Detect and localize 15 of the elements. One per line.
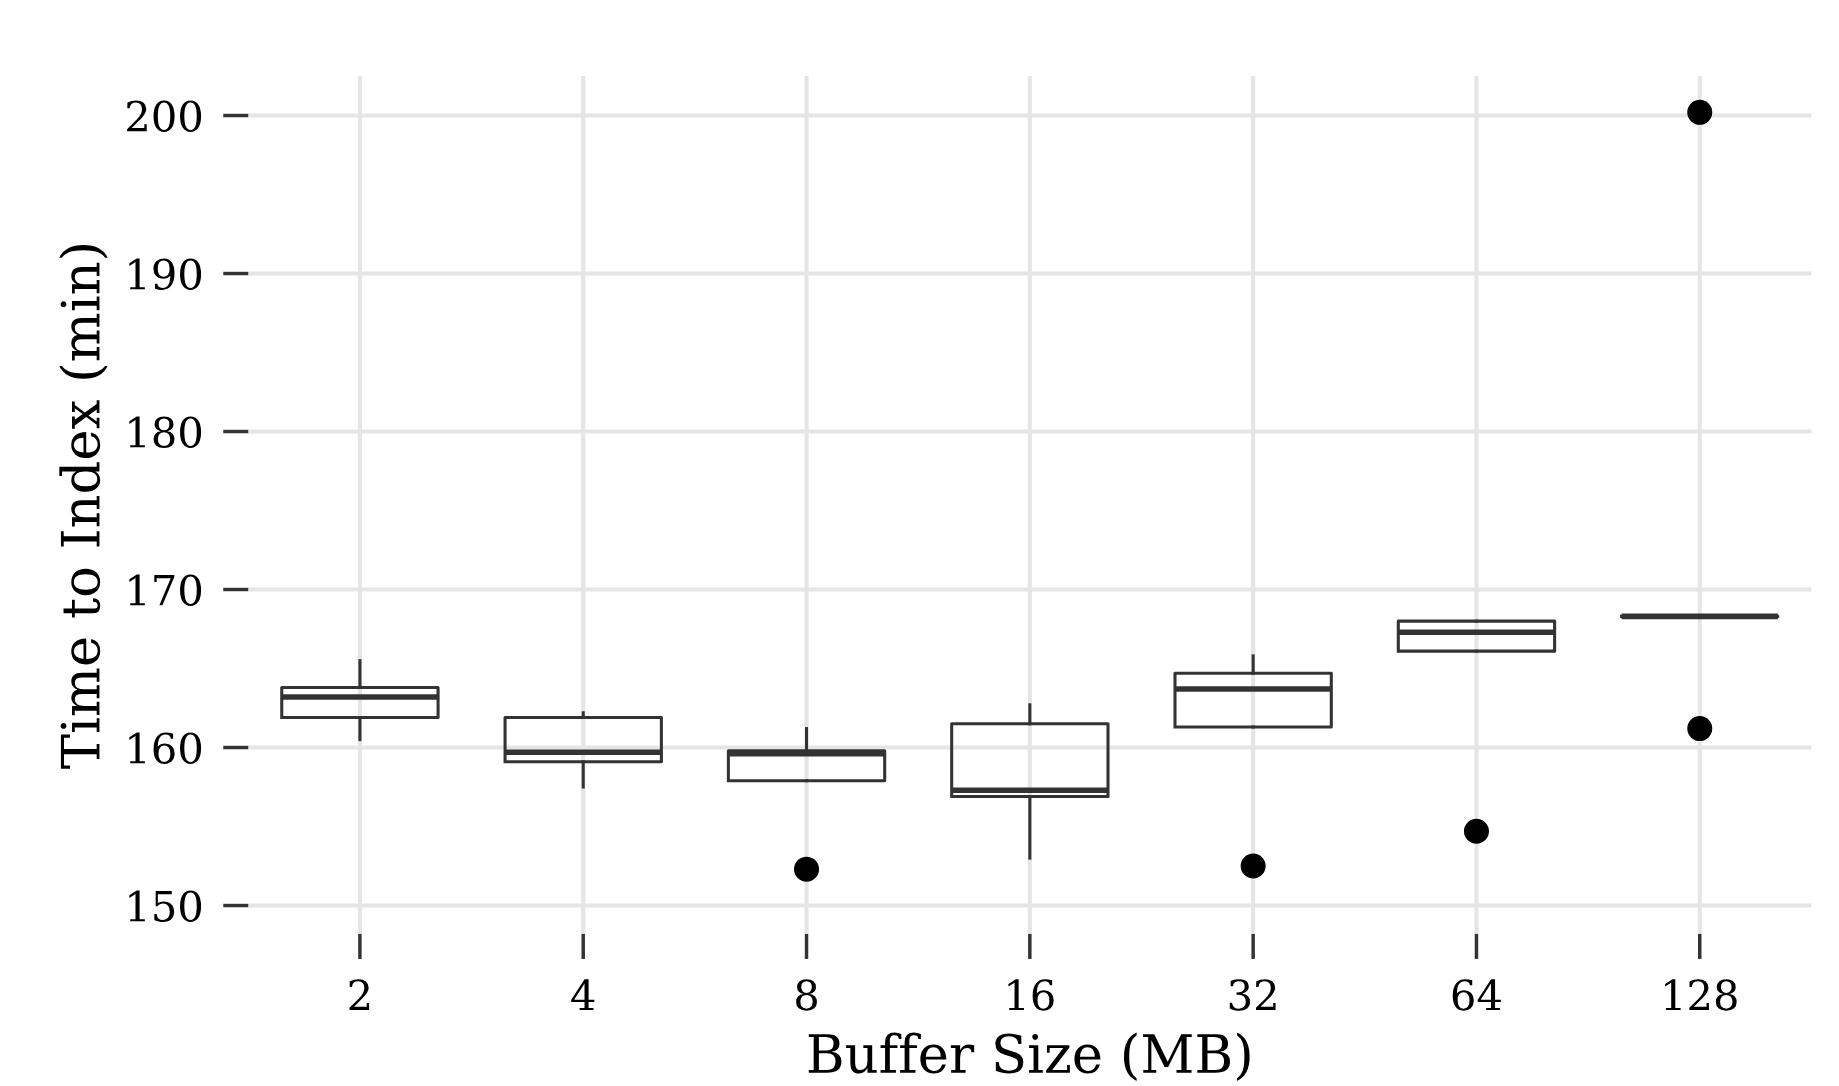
x-tick-label: 8 xyxy=(796,979,817,1011)
x-tick-label: 128 xyxy=(1665,979,1737,1011)
x-tick-label: 4 xyxy=(571,979,595,1011)
x-axis-title: Buffer Size (MB) xyxy=(808,1032,1250,1081)
y-tick-label: 150 xyxy=(129,890,202,922)
y-tick-label: 180 xyxy=(129,416,202,448)
y-tick-label: 160 xyxy=(129,732,202,764)
y-tick-label: 190 xyxy=(129,258,202,290)
x-tick-label: 64 xyxy=(1452,979,1501,1011)
x-tick-label: 16 xyxy=(1008,979,1054,1011)
y-tick-label: 170 xyxy=(129,574,202,606)
y-tick-label: 200 xyxy=(127,100,202,132)
y-axis-title: Time to Index (min) xyxy=(59,244,108,769)
x-tick-label: 32 xyxy=(1229,979,1276,1011)
x-tick-label: 2 xyxy=(349,979,370,1011)
